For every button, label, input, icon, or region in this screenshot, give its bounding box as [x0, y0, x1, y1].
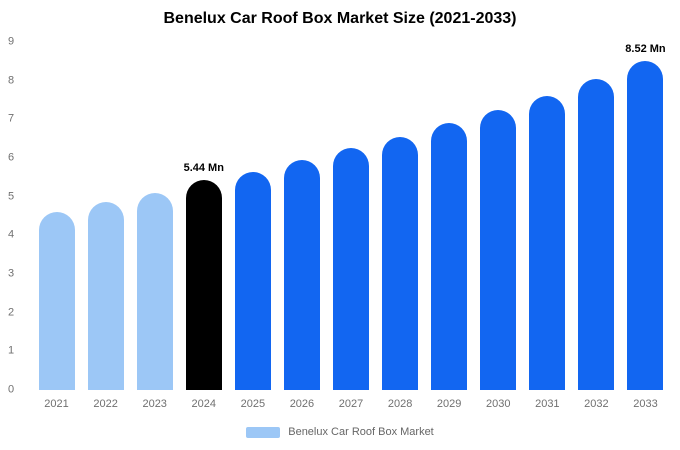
x-tick-label: 2031 — [535, 398, 560, 410]
bar-cell — [277, 42, 326, 390]
x-axis: 2021 2022 2023 2024 2025 2026 2027 2028 2029 2030… — [32, 398, 670, 410]
x-tick-label: 2024 — [191, 398, 217, 410]
bar-2021[interactable] — [38, 212, 75, 390]
y-tick-label: 1 — [8, 344, 15, 357]
y-tick-label: 0 — [8, 383, 15, 396]
plot-area: 5.44 Mn 8.52 Mn — [32, 42, 670, 390]
bar-2033[interactable] — [627, 60, 664, 390]
y-tick-label: 3 — [8, 267, 15, 280]
bar-2027[interactable] — [333, 148, 369, 390]
x-tick-label: 2033 — [633, 398, 658, 410]
x-tick-label: 2022 — [93, 398, 118, 410]
y-tick-label: 4 — [8, 228, 15, 241]
bar-value-label: 5.44 Mn — [183, 161, 224, 174]
chart-title: Benelux Car Roof Box Market Size (2021-2… — [163, 10, 517, 27]
bar-2032[interactable] — [578, 78, 615, 390]
x-tick-label: 2030 — [486, 398, 511, 410]
bar-2025[interactable] — [234, 171, 271, 390]
bar-cell — [32, 42, 81, 390]
y-tick-label: 7 — [8, 112, 15, 125]
x-tick-label: 2032 — [584, 398, 609, 410]
bar-cell — [228, 42, 277, 390]
bar-cell — [425, 42, 474, 390]
bar-cell — [130, 42, 179, 390]
bar-cell — [523, 42, 572, 390]
legend-label: Benelux Car Roof Box Market — [288, 426, 434, 438]
bar-cell — [572, 42, 621, 390]
x-tick-label: 2025 — [240, 398, 266, 410]
x-tick-label: 2023 — [142, 398, 167, 410]
y-tick-label: 6 — [8, 151, 15, 164]
bar-2029[interactable] — [431, 123, 468, 390]
y-tick-label: 5 — [8, 190, 15, 203]
x-tick-label: 2026 — [289, 398, 315, 410]
bar-value-label: 8.52 Mn — [625, 42, 666, 55]
y-tick-label: 2 — [8, 306, 15, 319]
x-tick-label: 2027 — [338, 398, 364, 410]
bar-2024[interactable] — [185, 179, 222, 390]
y-axis: 0 1 2 3 4 5 6 7 8 9 — [6, 36, 30, 395]
bar-2031[interactable] — [529, 96, 566, 390]
bar-2030[interactable] — [480, 109, 517, 390]
bar-2028[interactable] — [382, 136, 419, 390]
bar-cell — [81, 42, 130, 390]
y-tick-label: 8 — [8, 74, 15, 87]
bar-2022[interactable] — [87, 202, 124, 390]
x-tick-label: 2021 — [44, 398, 69, 410]
bar-cell — [326, 42, 375, 390]
legend-item[interactable]: Benelux Car Roof Box Market — [0, 426, 680, 438]
bar-cell — [474, 42, 523, 390]
bar-cell — [376, 42, 425, 390]
bar-cell: 5.44 Mn — [179, 42, 228, 390]
x-tick-label: 2029 — [436, 398, 462, 410]
plot-wrap: 0 1 2 3 4 5 6 7 8 9 5.44 Mn 8.52 Mn — [6, 36, 670, 395]
bar-cell: 8.52 Mn — [621, 42, 670, 390]
legend-swatch-icon — [246, 426, 281, 438]
x-tick-label: 2028 — [387, 398, 413, 410]
y-tick-label: 9 — [8, 35, 15, 48]
bar-2023[interactable] — [136, 192, 173, 390]
bar-2026[interactable] — [283, 159, 320, 390]
